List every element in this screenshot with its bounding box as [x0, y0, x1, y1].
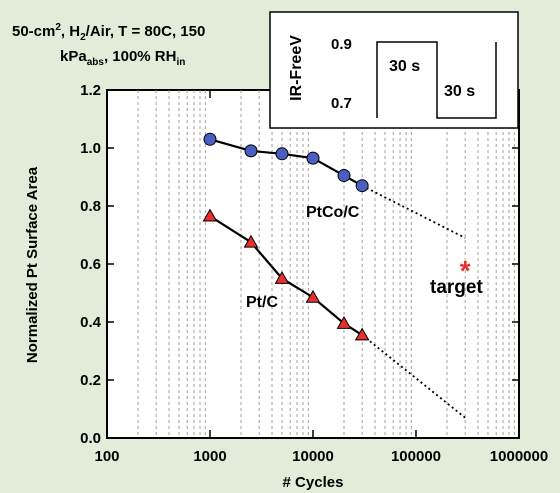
data-point-ptco [244, 144, 258, 158]
data-point-pt [305, 289, 321, 303]
trend-line-pt [361, 334, 466, 419]
chart-title-line1: 50-cm2, H2/Air, T = 80C, 150 [12, 22, 205, 43]
inset-v-high: 0.9 [331, 36, 352, 53]
y-tick-label: 0.8 [80, 198, 101, 215]
data-point-ptco [337, 169, 351, 183]
target-label: target [430, 277, 483, 298]
data-point-ptco [203, 132, 217, 146]
y-tick-label: 1.0 [80, 140, 101, 157]
inset-v-low: 0.7 [331, 95, 352, 112]
plot-area [106, 89, 520, 439]
inset-step2: 30 s [444, 83, 475, 100]
data-point-pt [274, 270, 290, 284]
y-axis: 0.0 0.2 0.4 0.6 0.8 1.0 1.2 [80, 82, 519, 447]
grid-lines [137, 90, 515, 438]
x-tick-label: 10000 [292, 448, 334, 465]
inset-step1: 30 s [389, 58, 420, 75]
inset-ylabel: IR-FreeV [288, 35, 305, 101]
y-axis-label: Normalized Pt Surface Area [24, 166, 41, 363]
series-layer [202, 132, 466, 419]
y-tick-label: 0.4 [80, 314, 102, 331]
inset-box [269, 11, 519, 129]
chart-title-line2: kPaabs, 100% RHin [60, 48, 185, 68]
x-tick-label: 100000 [391, 448, 441, 465]
y-tick-label: 0.2 [80, 372, 101, 389]
x-axis-label: # Cycles [283, 474, 344, 491]
x-tick-label: 100 [94, 448, 119, 465]
x-tick-label: 1000 [193, 448, 226, 465]
data-point-pt [354, 327, 370, 341]
data-point-ptco [275, 147, 289, 161]
y-tick-label: 1.2 [80, 82, 101, 99]
data-point-pt [243, 234, 259, 248]
series-label-pt: Pt/C [246, 294, 278, 311]
inset-waveform [376, 41, 497, 119]
data-point-ptco [355, 179, 369, 193]
inset-voltage-cycle: IR-FreeV 0.9 0.7 30 s 30 s [269, 11, 519, 129]
y-tick-label: 0.0 [80, 430, 101, 447]
data-point-pt [336, 315, 352, 329]
data-point-ptco [306, 151, 320, 165]
target-star-marker: * [460, 255, 471, 286]
data-point-pt [202, 208, 218, 222]
series-label-ptco: PtCo/C [306, 204, 360, 221]
x-tick-label: 1000000 [490, 448, 548, 465]
y-tick-label: 0.6 [80, 256, 101, 273]
trend-line-ptco [361, 184, 466, 239]
